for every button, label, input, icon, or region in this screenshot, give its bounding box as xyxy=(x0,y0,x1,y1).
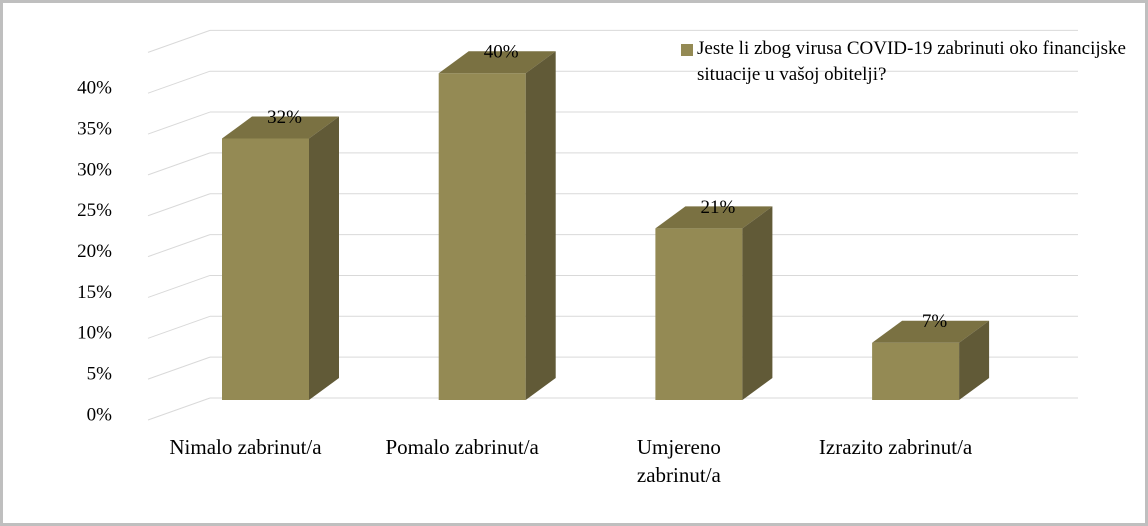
bar-side xyxy=(309,116,339,400)
grid-line-side xyxy=(147,315,211,339)
y-tick-label: 5% xyxy=(87,364,113,385)
grid-line-side xyxy=(147,111,211,135)
bar-front xyxy=(438,73,526,400)
x-tick-label: Umjereno zabrinut/a xyxy=(636,435,721,487)
bar-front xyxy=(222,138,309,400)
bar-top xyxy=(655,206,773,229)
legend-text: Jeste li zbog virusa COVID-19 zabrinuti … xyxy=(697,38,1126,85)
y-tick-label: 30% xyxy=(77,159,112,180)
bar xyxy=(222,116,339,400)
bar xyxy=(872,320,990,400)
bar-top xyxy=(872,320,990,343)
grid-line-side xyxy=(147,356,211,380)
y-tick-label: 25% xyxy=(77,200,112,221)
data-label: 40% xyxy=(484,42,519,63)
grid-line-side xyxy=(147,274,211,298)
x-tick-label: Pomalo zabrinut/a xyxy=(385,435,539,459)
grid-line-side xyxy=(147,193,211,217)
x-tick-label: Nimalo zabrinut/a xyxy=(169,435,322,459)
bar xyxy=(655,206,773,400)
y-tick-label: 35% xyxy=(77,118,112,139)
bar-side xyxy=(525,51,556,400)
data-label: 7% xyxy=(922,311,948,332)
bar-front xyxy=(872,342,960,400)
wall-side-top xyxy=(147,29,211,53)
grid-line-side xyxy=(147,152,211,176)
grid-line-side xyxy=(147,70,211,94)
grid-line-side xyxy=(147,234,211,258)
bar-side xyxy=(742,206,773,400)
legend-swatch xyxy=(681,44,693,56)
y-tick-label: 20% xyxy=(77,241,112,262)
y-tick-label: 0% xyxy=(87,404,113,425)
y-tick-label: 10% xyxy=(77,323,112,344)
bar-top xyxy=(438,51,556,74)
data-label: 32% xyxy=(267,107,302,128)
bar-top xyxy=(222,116,339,139)
bar-side xyxy=(959,320,990,400)
y-tick-label: 40% xyxy=(77,78,112,99)
bar xyxy=(438,51,556,400)
x-tick-label: Izrazito zabrinut/a xyxy=(818,435,973,459)
bar-front xyxy=(655,228,743,400)
y-tick-label: 15% xyxy=(77,282,112,303)
data-label: 21% xyxy=(700,197,735,218)
grid-line-side xyxy=(147,397,211,421)
